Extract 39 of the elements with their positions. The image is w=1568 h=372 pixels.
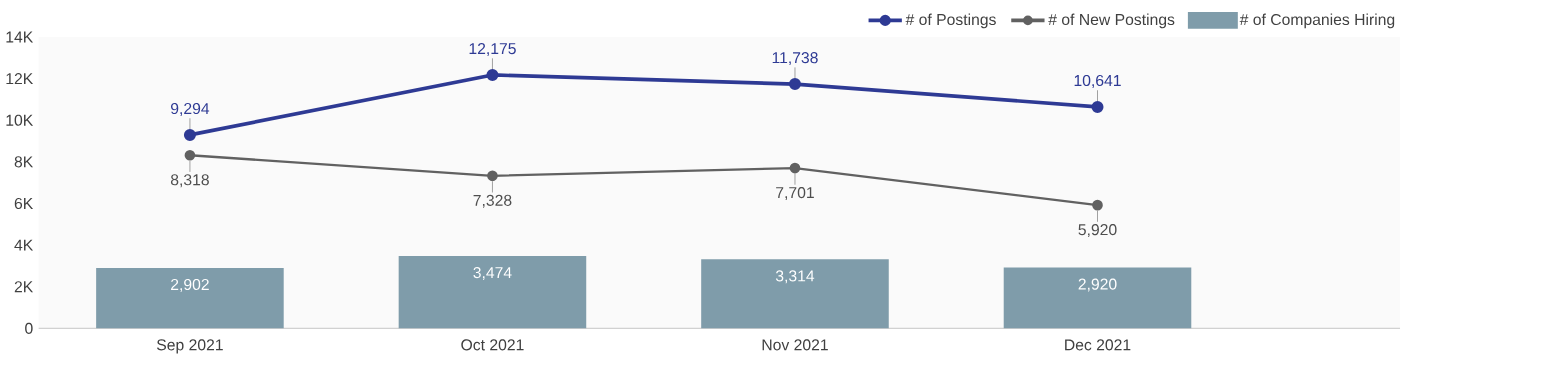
bar: [398, 256, 587, 329]
y-tick-label: 2K: [14, 281, 34, 293]
data-label: 12,175: [469, 43, 516, 57]
point: [1091, 100, 1104, 113]
y-tick-label: 8K: [14, 156, 34, 168]
point: [487, 170, 498, 182]
y-tick-label: 0: [25, 322, 33, 334]
data-label: 7,328: [473, 194, 512, 208]
point: [788, 78, 801, 91]
data-label: 9,294: [170, 103, 210, 117]
bar: [96, 268, 284, 329]
bar: [701, 259, 889, 329]
y-tick-label: 6K: [14, 197, 34, 210]
bar: [1003, 267, 1192, 329]
x-tick-label: Oct 2021: [461, 339, 524, 351]
legend-label: # of New Postings: [1048, 13, 1175, 29]
data-label: 7,701: [776, 187, 814, 201]
y-tick-label: 12K: [6, 73, 34, 85]
data-label: 3,314: [775, 270, 815, 284]
point: [486, 69, 499, 82]
data-label: 8,318: [170, 174, 209, 188]
x-tick-label: Dec 2021: [1065, 339, 1131, 351]
y-tick-label: 4K: [14, 239, 34, 251]
data-label: 11,738: [772, 52, 818, 66]
data-label: 2,902: [171, 279, 209, 292]
legend-label: # of Companies Hiring: [1239, 13, 1395, 29]
data-label: 3,474: [473, 267, 512, 281]
point: [183, 129, 196, 142]
point: [789, 162, 801, 174]
y-tick-label: 14K: [6, 31, 34, 43]
x-tick-label: Nov 2021: [762, 339, 828, 351]
data-label: 5,920: [1078, 224, 1117, 238]
data-label: 10,641: [1074, 75, 1121, 89]
y-tick-label: 10K: [6, 114, 34, 126]
data-label: 2,920: [1078, 278, 1117, 292]
x-tick-label: Sep 2021: [156, 339, 223, 354]
legend-label: # of Postings: [905, 13, 996, 29]
point: [184, 150, 196, 161]
point: [1092, 199, 1103, 211]
